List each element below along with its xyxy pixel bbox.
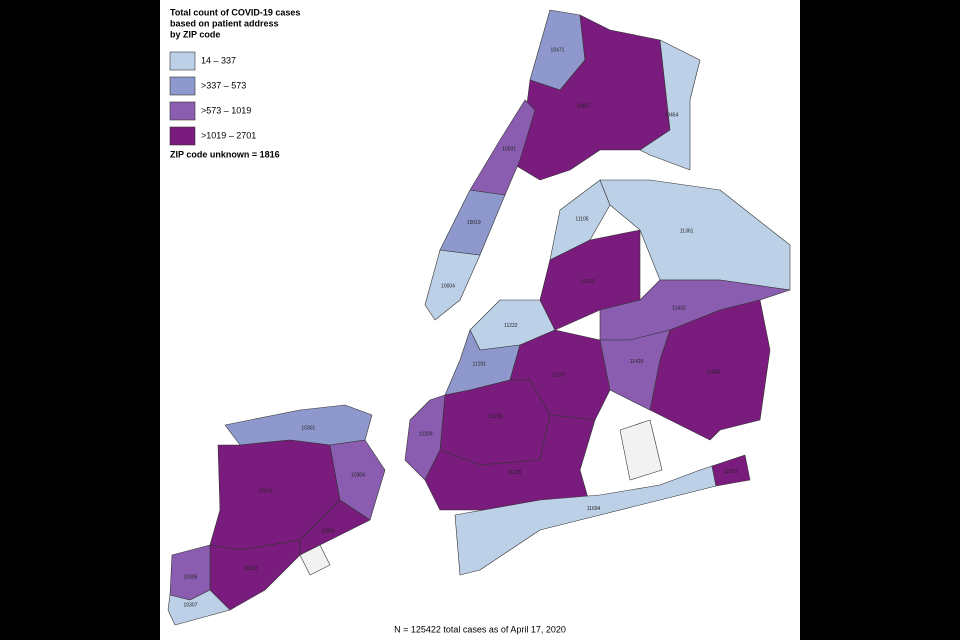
regions [167, 9, 791, 626]
legend-swatch [169, 76, 196, 96]
zip-label: 11373 [581, 279, 595, 285]
zip-area [439, 379, 551, 466]
zip-area [599, 329, 671, 411]
zip-area [329, 439, 386, 521]
legend-title: Total count of COVID-19 cases [170, 7, 300, 17]
zip-label: 11105 [575, 216, 588, 222]
zip-label: 10031 [502, 146, 516, 152]
zip-label: 10471 [551, 47, 565, 53]
legend: 14 – 337 >337 – 573 >573 – 1019 >1019 – 270… [169, 51, 256, 146]
zip-label: 11434 [707, 370, 721, 376]
footnote: N = 125422 total cases as of April 17, 2… [394, 624, 566, 634]
zip-area [549, 179, 611, 261]
zip-label: 10464 [664, 112, 678, 118]
legend-label: 14 – 337 [201, 55, 236, 65]
legend-title: by ZIP code [170, 29, 220, 39]
zip-label: 11222 [504, 323, 518, 329]
zip-label: 10304 [351, 472, 365, 478]
unpopulated-area [299, 544, 331, 576]
zip-area [639, 39, 701, 171]
zip-label: 10314 [258, 488, 272, 494]
zip-label: 11694 [587, 506, 601, 512]
legend-label: >1019 – 2701 [201, 130, 256, 140]
legend-swatch [169, 101, 196, 121]
zip-label: 11229 [508, 470, 522, 476]
zip-label: 11201 [473, 362, 487, 368]
zip-area [424, 249, 481, 321]
zip-labels: 10301 10314 10304 10306 10312 10309 10307 11222… [183, 47, 737, 608]
zip-area [424, 414, 596, 516]
zip-label: 10309 [183, 574, 197, 580]
legend-label: >573 – 1019 [201, 105, 251, 115]
zip-label: 10312 [244, 566, 258, 572]
zip-label: 11209 [419, 431, 433, 437]
unpopulated-area [619, 419, 663, 481]
zip-label: 11432 [672, 305, 686, 311]
unknown-note: ZIP code unknown = 1816 [170, 149, 280, 159]
legend-title: based on patient address [170, 18, 279, 28]
zip-label: 11207 [552, 372, 566, 378]
zip-label: 10307 [184, 602, 198, 608]
zip-label: 10467 [577, 103, 591, 109]
zip-label: 10004 [441, 283, 455, 289]
zip-area [711, 454, 751, 487]
zip-label: 11691 [724, 469, 738, 475]
legend-swatch [169, 126, 196, 146]
zip-label: 11420 [630, 359, 644, 365]
zip-label: 10019 [467, 220, 481, 226]
zip-area [167, 589, 231, 626]
legend-swatch [169, 51, 196, 71]
zip-label: 10301 [301, 425, 315, 431]
zip-label: 11226 [489, 414, 503, 420]
zip-area [469, 99, 536, 196]
legend-label: >337 – 573 [201, 80, 246, 90]
zip-label: 11361 [680, 228, 694, 234]
zip-label: 10306 [321, 528, 335, 534]
